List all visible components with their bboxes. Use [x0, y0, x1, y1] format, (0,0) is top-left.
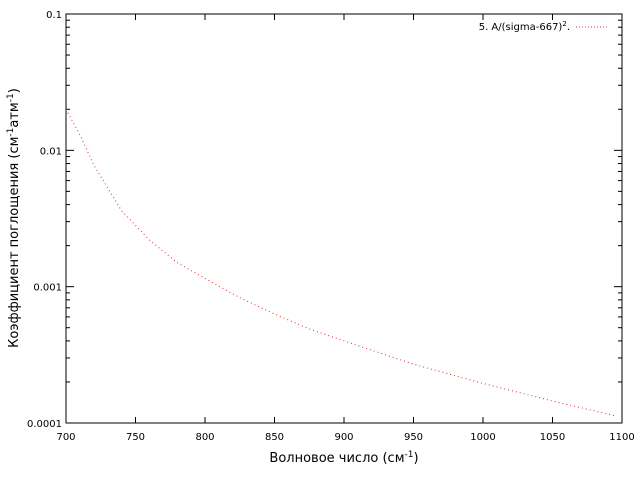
plot-frame: [65, 13, 623, 424]
x-tick-label: 1000: [470, 432, 495, 443]
y-tick-label: 0.0001: [27, 419, 62, 430]
y-axis-label-sup-2: -1: [6, 93, 16, 102]
y-axis-ticks: 0.0001 0.001 0.01 0.1: [27, 10, 622, 430]
legend: 5. A/(sigma-667)2.: [479, 20, 608, 33]
y-tick-label: 0.001: [33, 283, 62, 294]
x-tick-label: 1050: [540, 432, 565, 443]
y-axis-label-sup-1: -1: [6, 128, 16, 137]
y-axis-label: Коэффициент поглощения (см-1атм-1): [6, 88, 22, 348]
x-tick-label: 800: [195, 432, 214, 443]
x-axis-ticks: 700 750 800 850 900 950 1000 1050 1100: [56, 14, 635, 443]
x-tick-label: 900: [334, 432, 353, 443]
legend-entry-label: 5. A/(sigma-667)2.: [479, 20, 570, 33]
x-tick-label: 700: [56, 432, 75, 443]
x-axis-label-sup: -1: [405, 450, 414, 460]
x-tick-label: 1100: [609, 432, 634, 443]
x-tick-label: 750: [126, 432, 145, 443]
series-layer: [65, 109, 616, 417]
x-axis-label: Волновое число (см-1): [269, 450, 418, 466]
x-tick-label: 850: [265, 432, 284, 443]
y-tick-label: 0.01: [40, 146, 62, 157]
series-line: [65, 109, 616, 417]
y-tick-label: 0.1: [46, 10, 62, 21]
x-tick-label: 950: [404, 432, 423, 443]
